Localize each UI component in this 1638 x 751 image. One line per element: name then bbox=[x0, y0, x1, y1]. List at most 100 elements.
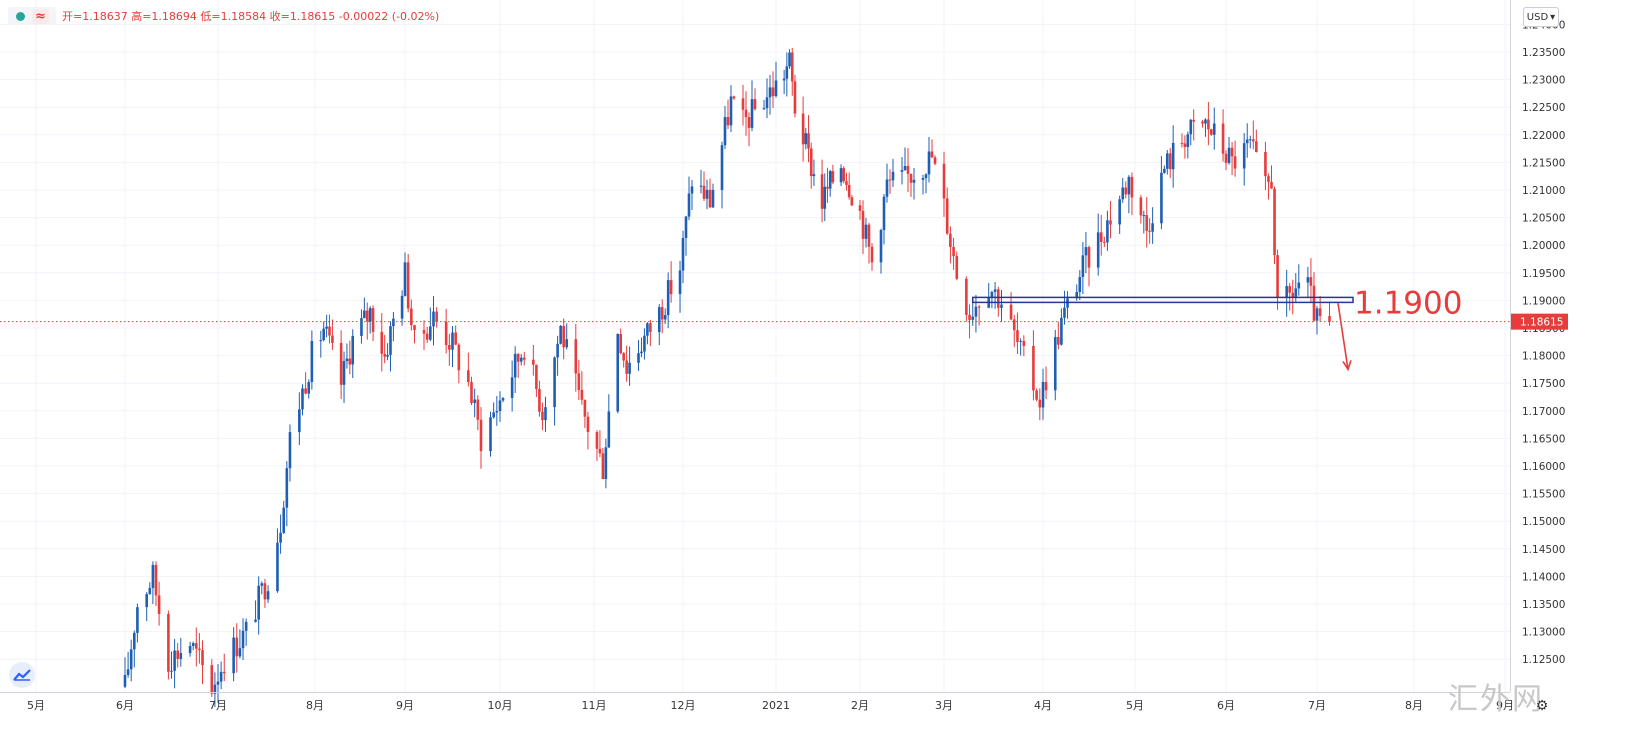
candle-body bbox=[1087, 247, 1091, 268]
candle-body bbox=[331, 335, 334, 343]
candle-body bbox=[467, 370, 470, 383]
candle-body bbox=[1186, 134, 1190, 147]
price-tick-label: 1.12500 bbox=[1522, 654, 1565, 666]
price-tick-label: 1.23000 bbox=[1522, 75, 1565, 87]
candle-body bbox=[1148, 230, 1151, 232]
candle-body bbox=[263, 583, 267, 600]
currency-button[interactable]: USD ▾ bbox=[1523, 7, 1559, 27]
candle-body bbox=[544, 407, 547, 421]
candle-body bbox=[637, 353, 640, 363]
gear-icon[interactable]: ⚙ bbox=[1535, 698, 1549, 714]
candle-body bbox=[565, 339, 569, 348]
candle-body bbox=[601, 453, 605, 479]
candle-body bbox=[319, 340, 323, 342]
candle-body bbox=[1022, 340, 1026, 346]
candle-body bbox=[1099, 232, 1103, 242]
candle-body bbox=[1288, 286, 1291, 293]
candle-body bbox=[1163, 168, 1166, 173]
candle-body bbox=[1192, 119, 1196, 122]
tradingview-logo-icon[interactable] bbox=[9, 662, 35, 688]
candle-body bbox=[368, 308, 372, 322]
price-tick-label: 1.19500 bbox=[1522, 268, 1565, 280]
candle-body bbox=[1016, 330, 1019, 342]
candle-body bbox=[702, 185, 706, 199]
wave-icon[interactable]: ≈ bbox=[32, 8, 49, 24]
candle-body bbox=[1242, 143, 1246, 169]
candle-body bbox=[867, 224, 871, 247]
candle-body bbox=[380, 331, 384, 354]
candle-body bbox=[1106, 220, 1109, 243]
candle-body bbox=[136, 607, 139, 633]
candle-body bbox=[454, 332, 457, 345]
price-tick-label: 1.13500 bbox=[1522, 599, 1565, 611]
candle-body bbox=[195, 643, 198, 649]
candle-body bbox=[389, 326, 392, 355]
candle-body bbox=[179, 653, 183, 659]
candle-body bbox=[663, 315, 667, 320]
price-tick-label: 1.14000 bbox=[1522, 571, 1565, 583]
candle-body bbox=[173, 650, 176, 671]
candle-body bbox=[1139, 197, 1143, 216]
candle-body bbox=[238, 648, 242, 657]
time-tick-label: 2021 bbox=[762, 699, 790, 712]
candle-body bbox=[266, 591, 270, 600]
candle-body bbox=[839, 168, 843, 183]
candle-body bbox=[831, 171, 835, 183]
candle-body bbox=[279, 532, 282, 543]
candle-body bbox=[535, 364, 538, 390]
time-tick-label: 3月 bbox=[935, 699, 953, 712]
candle-body bbox=[1171, 142, 1175, 170]
price-tick-label: 1.16500 bbox=[1522, 433, 1565, 445]
candle-body bbox=[845, 181, 848, 185]
time-axis[interactable]: 5月 6月 7月 8月 9月 10月 11月 12月 2021 2月 3月 4月 5月 6月 7月 8月 9月 bbox=[0, 692, 1514, 713]
candle-body bbox=[974, 306, 978, 317]
candle-body bbox=[260, 583, 264, 586]
candle-body bbox=[879, 230, 883, 263]
candle-body bbox=[383, 353, 386, 357]
candle-body bbox=[1145, 215, 1149, 231]
candle-body bbox=[888, 179, 892, 181]
candle-body bbox=[288, 432, 292, 469]
candle-body bbox=[1294, 288, 1298, 298]
candlestick-chart[interactable]: 1.1900 1.240001.235001.230001.225001.220… bbox=[0, 0, 1568, 718]
candle-body bbox=[687, 193, 691, 217]
candle-body bbox=[622, 353, 625, 361]
candle-body bbox=[762, 108, 766, 110]
candle-body bbox=[1264, 152, 1267, 177]
candle-body bbox=[498, 400, 502, 412]
candle-body bbox=[276, 542, 279, 592]
candle-body bbox=[1276, 255, 1279, 298]
price-tick-label: 1.13000 bbox=[1522, 627, 1565, 639]
time-tick-label: 9月 bbox=[1496, 699, 1514, 712]
candle-body bbox=[708, 189, 712, 208]
candle-body bbox=[1183, 143, 1187, 147]
time-tick-label: 9月 bbox=[396, 699, 414, 712]
candle-body bbox=[516, 353, 520, 362]
candle-body bbox=[1267, 176, 1270, 182]
price-axis[interactable]: 1.240001.235001.230001.225001.220001.215… bbox=[1510, 0, 1568, 718]
candle-body bbox=[222, 671, 226, 674]
candle-body bbox=[1201, 121, 1204, 124]
candle-body bbox=[457, 344, 461, 371]
candle-body bbox=[1084, 247, 1088, 256]
price-tick-label: 1.22000 bbox=[1522, 130, 1565, 142]
price-tick-label: 1.19000 bbox=[1522, 295, 1565, 307]
candle-body bbox=[167, 614, 170, 672]
candle-body bbox=[643, 335, 646, 352]
candle-body bbox=[927, 151, 931, 175]
candle-body bbox=[553, 357, 556, 408]
candle-body bbox=[538, 389, 541, 412]
candle-body bbox=[1207, 119, 1210, 130]
legend-toggle[interactable]: ≈ bbox=[8, 7, 56, 25]
candle-body bbox=[425, 333, 429, 340]
candle-body bbox=[1000, 304, 1003, 308]
candle-body bbox=[1165, 153, 1169, 169]
candle-body bbox=[1221, 123, 1225, 154]
candle-body bbox=[1130, 176, 1134, 198]
price-tick-label: 1.23500 bbox=[1522, 47, 1565, 59]
candle-body bbox=[307, 382, 311, 394]
candle-body bbox=[342, 361, 346, 385]
chart-canvas[interactable]: 1.1900 1.240001.235001.230001.225001.220… bbox=[0, 0, 1568, 718]
candle-body bbox=[604, 447, 608, 479]
time-tick-label: 8月 bbox=[306, 699, 324, 712]
